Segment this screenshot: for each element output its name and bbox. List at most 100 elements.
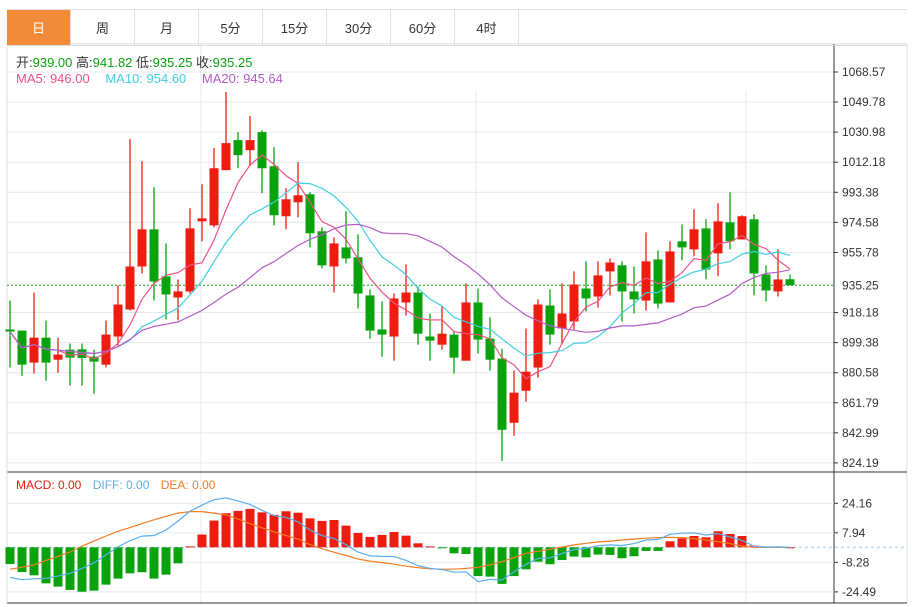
macd-bar bbox=[617, 547, 627, 559]
candle bbox=[5, 300, 15, 368]
candle-body bbox=[557, 313, 567, 329]
macd-bar bbox=[677, 538, 687, 548]
macd-bar bbox=[77, 547, 87, 592]
candle-body bbox=[137, 229, 147, 267]
candle bbox=[413, 286, 423, 345]
price-axis-label: 955.78 bbox=[842, 245, 879, 259]
candle-body bbox=[425, 336, 435, 341]
macd-bar bbox=[581, 547, 591, 558]
candle-body bbox=[197, 218, 207, 222]
candle bbox=[197, 184, 207, 242]
current-price-tag bbox=[835, 276, 905, 295]
macd-bar bbox=[137, 547, 147, 573]
candle-body bbox=[233, 140, 243, 156]
candle bbox=[269, 147, 279, 226]
macd-bar bbox=[149, 547, 159, 579]
tab-4hour[interactable]: 4时 bbox=[455, 10, 519, 45]
macd-bar bbox=[641, 547, 651, 551]
candle bbox=[17, 330, 27, 376]
candle-body bbox=[65, 349, 75, 358]
macd-bar bbox=[533, 547, 543, 562]
candle bbox=[377, 301, 387, 357]
candle bbox=[581, 261, 591, 312]
candle bbox=[485, 317, 495, 371]
macd-bar bbox=[5, 547, 15, 565]
macd-bar bbox=[485, 547, 495, 577]
macd-bar bbox=[629, 547, 639, 557]
candle-body bbox=[401, 292, 411, 303]
candle-body bbox=[5, 329, 15, 332]
price-axis-label: 974.58 bbox=[842, 215, 879, 229]
candle bbox=[65, 343, 75, 386]
tab-day[interactable]: 日 bbox=[7, 10, 71, 45]
macd-bar bbox=[701, 537, 711, 548]
candle bbox=[389, 293, 399, 361]
macd-readout: MACD: 0.00 DIFF: 0.00 DEA: 0.00 bbox=[16, 478, 223, 492]
tab-60min[interactable]: 60分 bbox=[391, 10, 455, 45]
macd-bar bbox=[569, 547, 579, 557]
candle-body bbox=[449, 334, 459, 358]
price-axis-label: 880.58 bbox=[842, 366, 879, 380]
candle-body bbox=[569, 284, 579, 322]
macd-axis-label: 7.94 bbox=[842, 526, 866, 540]
tab-week[interactable]: 周 bbox=[71, 10, 135, 45]
macd-bar bbox=[221, 513, 231, 548]
candle bbox=[689, 209, 699, 257]
candle bbox=[725, 192, 735, 250]
macd-bar bbox=[605, 547, 615, 555]
candle-body bbox=[41, 337, 51, 363]
ma-readout: MA5: 946.00 MA10: 954.60 MA20: 945.64 bbox=[16, 71, 295, 86]
ma10-line bbox=[9, 182, 791, 357]
candle bbox=[617, 261, 627, 322]
macd-bar bbox=[125, 547, 135, 574]
macd-bar bbox=[689, 536, 699, 548]
candle bbox=[185, 208, 195, 294]
candle bbox=[629, 266, 639, 314]
chart-frame bbox=[6, 43, 908, 604]
candle bbox=[425, 313, 435, 361]
tab-15min[interactable]: 15分 bbox=[263, 10, 327, 45]
candle bbox=[497, 348, 507, 461]
candle-body bbox=[377, 329, 387, 335]
tab-30min[interactable]: 30分 bbox=[327, 10, 391, 45]
macd-bar bbox=[101, 547, 111, 585]
macd-bar bbox=[665, 541, 675, 548]
close-value: 935.25 bbox=[212, 55, 253, 70]
candle bbox=[521, 328, 531, 402]
candle bbox=[281, 188, 291, 230]
candle-body bbox=[485, 338, 495, 360]
candle bbox=[401, 264, 411, 316]
macd-value: MACD: 0.00 bbox=[16, 478, 82, 492]
candle-body bbox=[701, 228, 711, 270]
low-value: 935.25 bbox=[152, 55, 193, 70]
macd-bar bbox=[17, 547, 27, 573]
macd-bar bbox=[173, 547, 183, 564]
macd-bar bbox=[425, 546, 435, 548]
candle bbox=[125, 139, 135, 311]
high-value: 941.82 bbox=[92, 55, 133, 70]
candle-body bbox=[581, 288, 591, 299]
tab-5min[interactable]: 5分 bbox=[199, 10, 263, 45]
candle-body bbox=[149, 229, 159, 282]
candle bbox=[29, 292, 39, 374]
candle bbox=[569, 271, 579, 330]
candle bbox=[161, 243, 171, 320]
price-axis-label: 1012.18 bbox=[842, 155, 886, 169]
candle-body bbox=[329, 243, 339, 267]
macd-bar bbox=[497, 547, 507, 584]
price-axis-label: 1030.98 bbox=[842, 125, 886, 139]
candle-body bbox=[497, 358, 507, 430]
macd-bar bbox=[305, 518, 315, 548]
candle bbox=[329, 237, 339, 293]
macd-bar bbox=[461, 547, 471, 555]
macd-bar bbox=[401, 535, 411, 548]
candle-body bbox=[521, 371, 531, 391]
tab-month[interactable]: 月 bbox=[135, 10, 199, 45]
macd-bar bbox=[737, 536, 747, 548]
macd-axis-label: -8.28 bbox=[842, 555, 870, 569]
macd-bar bbox=[341, 525, 351, 548]
candle bbox=[257, 130, 267, 194]
candle bbox=[545, 289, 555, 345]
open-label: 开: bbox=[16, 55, 33, 70]
candle-body bbox=[305, 194, 315, 234]
